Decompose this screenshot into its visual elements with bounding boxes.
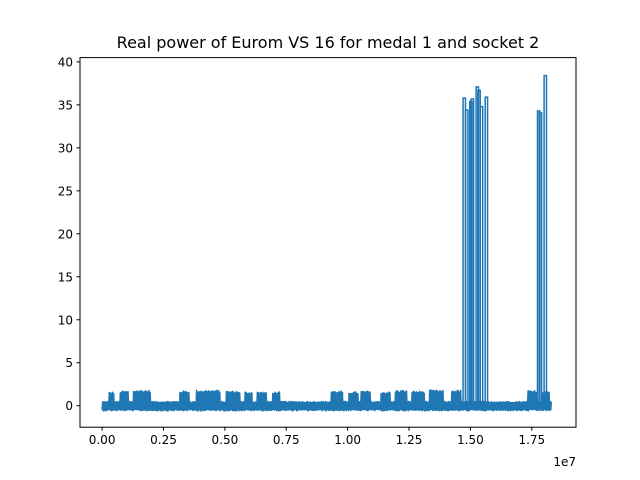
x-tick-label: 0.75: [273, 433, 300, 447]
y-tick-label: 0: [65, 399, 73, 413]
series-spike: [464, 109, 469, 406]
series-spike: [484, 96, 489, 406]
series-layer: [101, 74, 553, 412]
x-axis: 0.00 0.25 0.50 0.75 1.00 1.25 1.50 1.75: [89, 427, 545, 447]
x-offset-label: 1e7: [553, 455, 576, 469]
x-tick-label: 1.25: [396, 433, 423, 447]
y-tick-label: 5: [65, 356, 73, 370]
x-tick-label: 0.50: [212, 433, 239, 447]
x-tick-label: 1.00: [334, 433, 361, 447]
y-tick-label: 40: [58, 55, 73, 69]
y-axis: 0 5 10 15 20 25 30 35 40: [58, 55, 80, 413]
series-line: [101, 389, 553, 412]
y-tick-label: 20: [58, 227, 73, 241]
x-tick-label: 0.25: [150, 433, 177, 447]
x-tick-label: 1.75: [518, 433, 545, 447]
x-tick-label: 0.00: [89, 433, 116, 447]
y-tick-label: 25: [58, 184, 73, 198]
series-spike: [479, 105, 484, 406]
y-tick-label: 30: [58, 141, 73, 155]
series-spike: [538, 111, 543, 406]
plot-frame: [79, 57, 577, 428]
y-tick-label: 35: [58, 98, 73, 112]
chart-title: Real power of Eurom VS 16 for medal 1 an…: [117, 33, 540, 52]
series-spike: [470, 98, 475, 406]
x-tick-label: 1.50: [457, 433, 484, 447]
y-tick-label: 10: [58, 313, 73, 327]
y-tick-label: 15: [58, 270, 73, 284]
series-spike: [543, 74, 548, 406]
